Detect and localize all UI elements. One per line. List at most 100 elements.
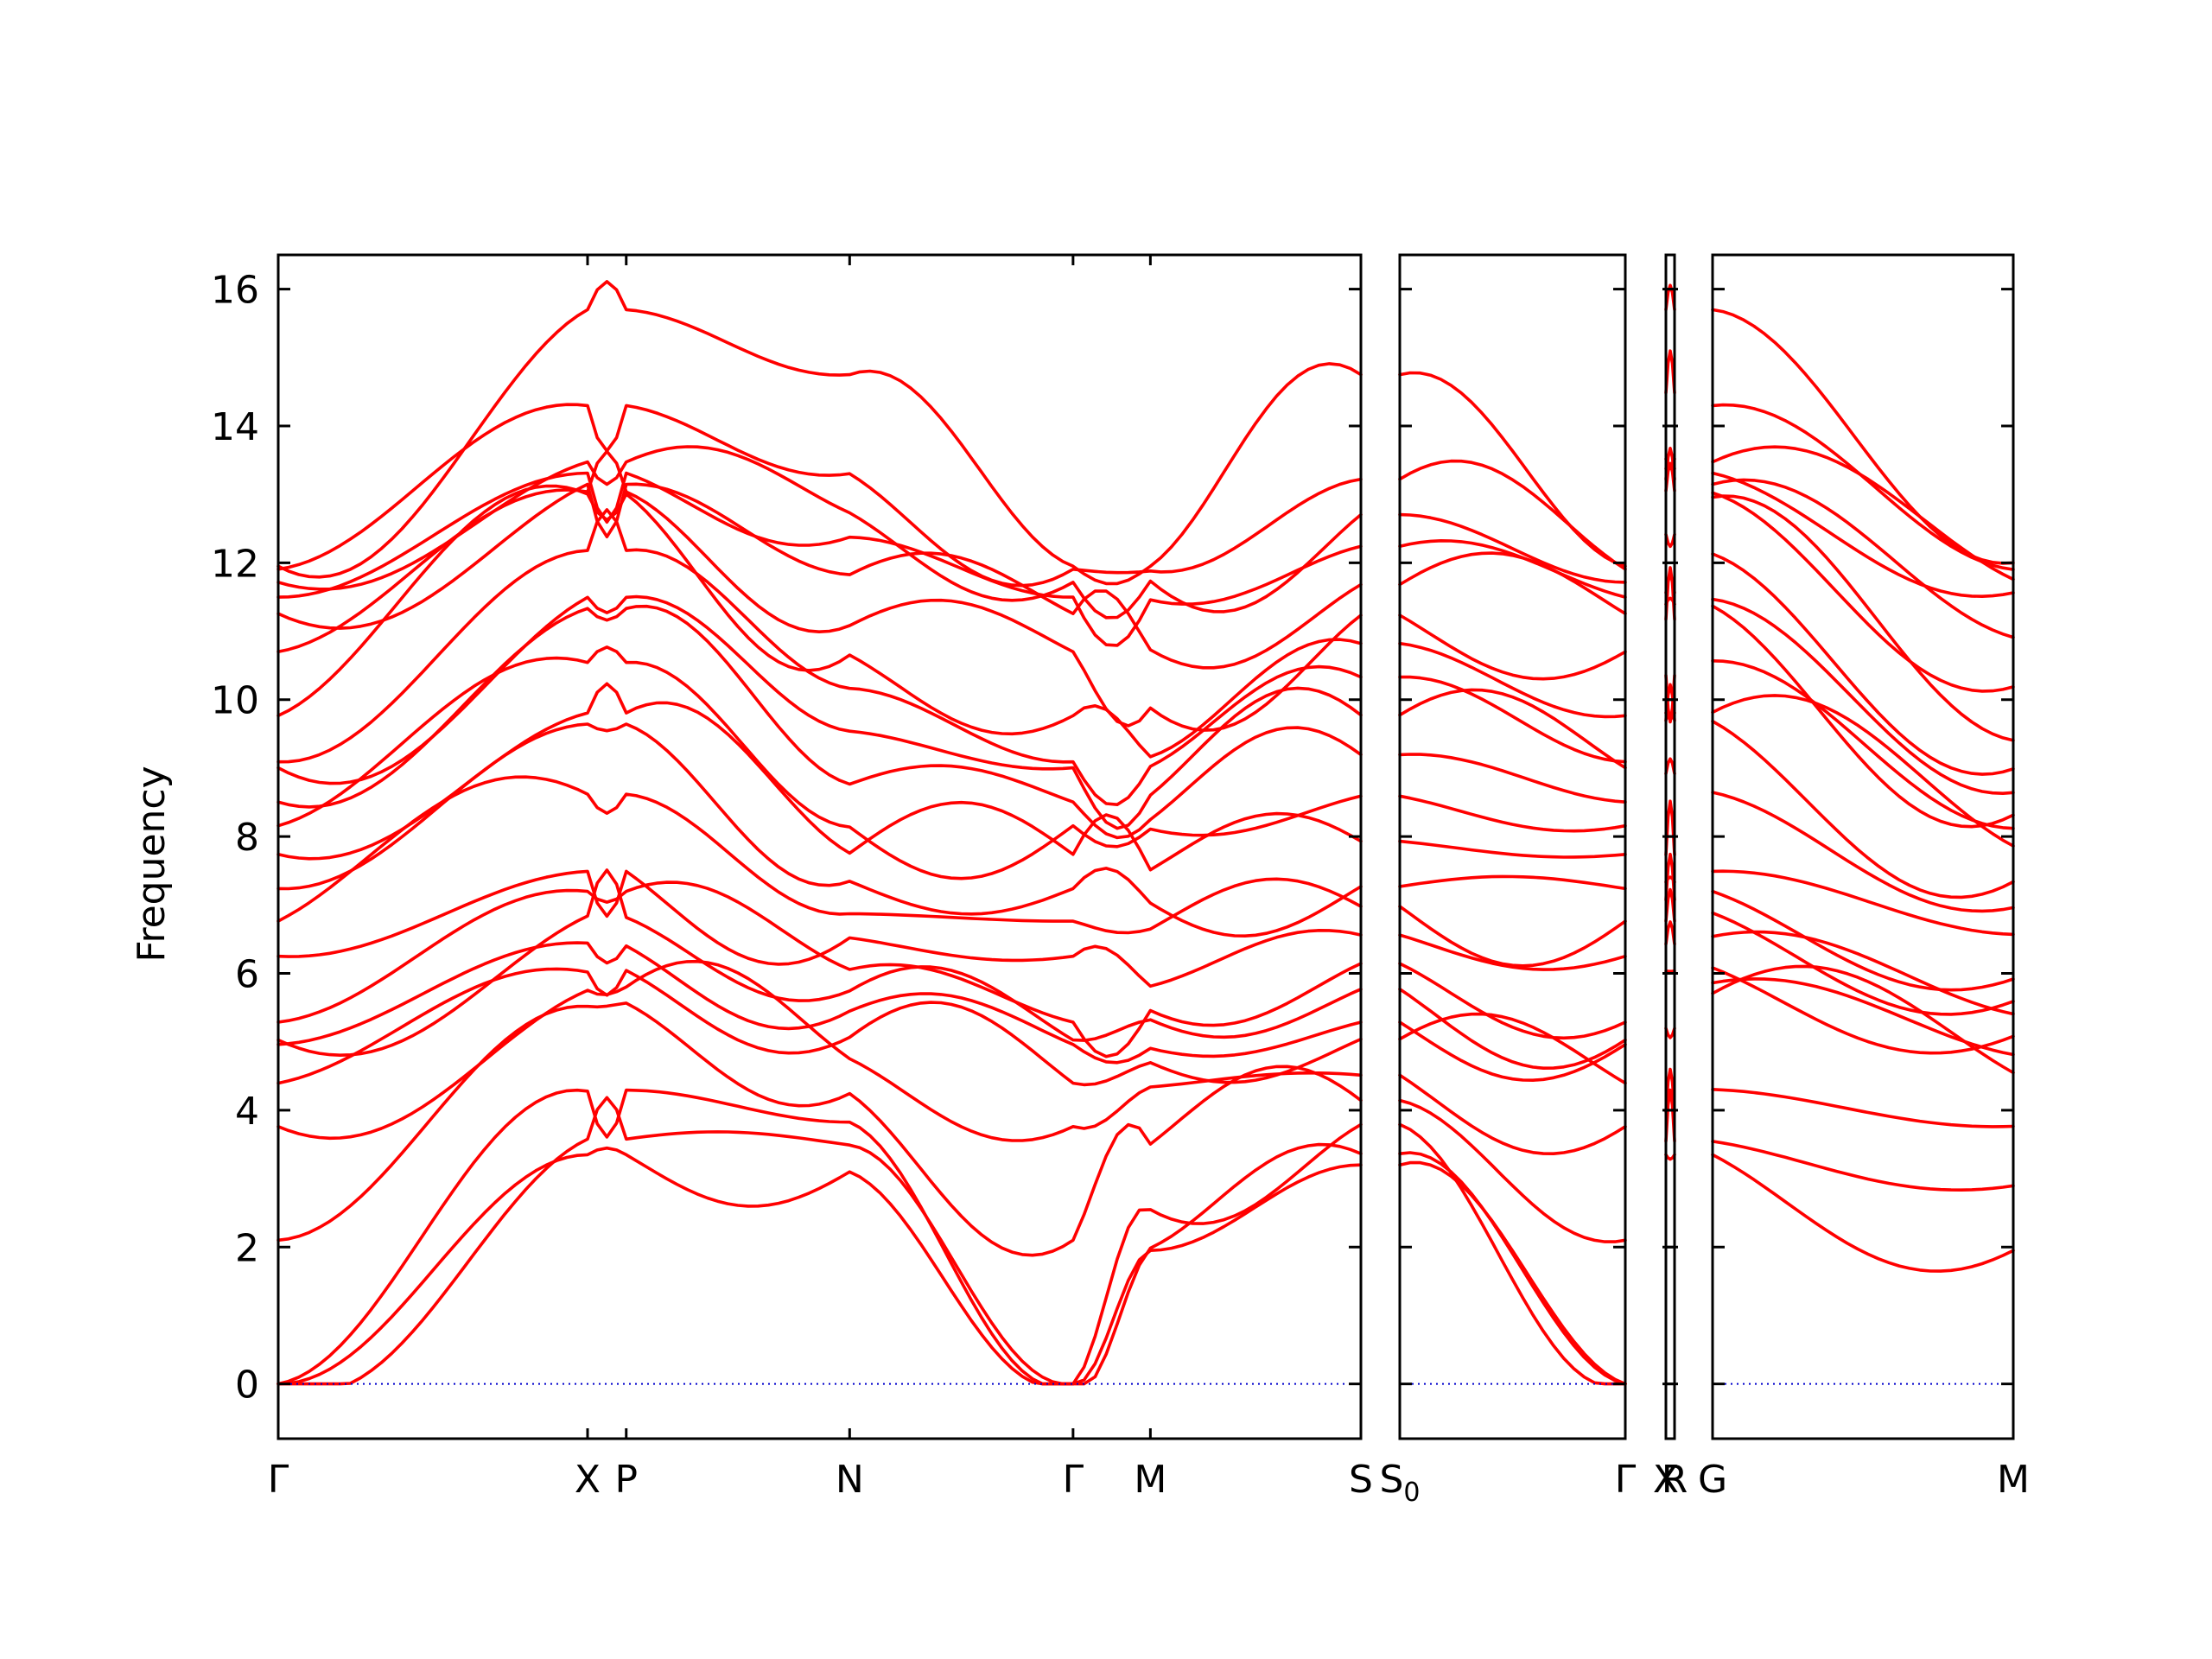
x-tick-label: Γ (268, 1458, 289, 1502)
band-p4-15 (1711, 604, 2015, 829)
panel-frame-1 (276, 253, 1363, 1440)
band-p3-22 (1664, 457, 1676, 467)
x-tick-label: S0 (1379, 1458, 1420, 1508)
band-p2-2 (1398, 1151, 1627, 1386)
band-p2-21 (1398, 539, 1627, 599)
band-p3-1 (1664, 1153, 1676, 1161)
band-p4-3 (1711, 1088, 2015, 1128)
band-p4-8 (1711, 911, 2015, 1016)
band-p4-2 (1711, 1140, 2015, 1192)
band-p2-22 (1398, 512, 1627, 584)
x-tick-label: X (575, 1458, 601, 1502)
band-p4-5 (1711, 977, 2015, 1057)
band-p3-7 (1664, 887, 1676, 923)
band-p1-13 (276, 682, 1363, 872)
x-tick-label: N (836, 1458, 864, 1502)
band-p2-8 (1398, 988, 1627, 1070)
panel-frames (276, 253, 2015, 1440)
band-p2-18 (1398, 641, 1627, 719)
band-p1-14 (276, 645, 1363, 880)
y-tick-label: 16 (211, 269, 259, 313)
x-tick-label: P (614, 1458, 638, 1502)
band-p2-16 (1398, 688, 1627, 770)
band-p4-1 (1711, 1153, 2015, 1273)
band-p2-5 (1398, 1073, 1627, 1155)
band-p3-24 (1664, 283, 1676, 312)
x-tick-label: M (1997, 1458, 2030, 1502)
band-p4-10 (1711, 869, 2015, 937)
band-p2-12 (1398, 874, 1627, 891)
band-p4-9 (1711, 889, 2015, 992)
band-p3-11 (1664, 757, 1676, 776)
band-p4-21 (1711, 471, 2015, 598)
y-tick-label: 6 (235, 953, 259, 997)
band-p4-20 (1711, 478, 2015, 639)
x-tick-label: M (1134, 1458, 1166, 1502)
band-p3-16 (1664, 596, 1676, 606)
band-p1-15 (276, 604, 1363, 840)
band-p1-1 (276, 1146, 1363, 1386)
band-p2-7 (1398, 1020, 1627, 1082)
band-p2-1 (1398, 1160, 1627, 1386)
band-p2-9 (1398, 962, 1627, 1040)
x-tick-label: Γ (1615, 1458, 1637, 1502)
band-p3-23 (1664, 349, 1676, 395)
y-axis-ticks: 0 2 4 6 8 10 12 14 16 (211, 269, 2013, 1408)
band-p4-22 (1711, 445, 2015, 582)
band-p4-17 (1711, 552, 2015, 776)
band-p4-23 (1711, 403, 2015, 571)
band-p1-18 (276, 484, 1363, 759)
y-tick-label: 8 (235, 816, 259, 860)
band-p2-3 (1398, 1122, 1627, 1386)
y-tick-label: 10 (211, 679, 259, 723)
band-p1-5 (276, 959, 1363, 1142)
band-p1-3 (276, 1088, 1363, 1386)
band-p4-19 (1711, 491, 2015, 693)
band-p1-7 (276, 941, 1363, 1065)
band-p2-11 (1398, 905, 1627, 968)
band-p3-4 (1664, 1027, 1676, 1039)
band-p1-2 (276, 1096, 1363, 1386)
y-tick-label: 0 (235, 1363, 259, 1408)
panel-frame-4 (1711, 253, 2015, 1440)
band-p4-24 (1711, 308, 2015, 565)
band-p4-12 (1711, 719, 2015, 899)
band-p2-10 (1398, 933, 1627, 971)
panel-frame-3 (1664, 253, 1676, 1440)
band-p1-8 (276, 868, 1363, 1057)
x-axis-ticks: Γ X P N Γ M S S0 Γ XR G M (268, 255, 2030, 1508)
band-p2-15 (1398, 753, 1627, 804)
band-p1-4 (276, 1001, 1363, 1257)
band-p1-10 (276, 869, 1363, 988)
band-p3-17 (1664, 574, 1676, 594)
band-p3-2 (1664, 1088, 1676, 1143)
band-p1-22 (276, 445, 1363, 620)
band-p3-18 (1664, 532, 1676, 549)
y-tick-label: 14 (211, 405, 259, 449)
band-p2-19 (1398, 613, 1627, 681)
band-p3-9 (1664, 875, 1676, 884)
band-p1-9 (276, 880, 1363, 1058)
x-tick-label: S (1349, 1458, 1373, 1502)
band-p1-23 (276, 403, 1363, 588)
band-p4-16 (1711, 597, 2015, 795)
band-p4-6 (1711, 966, 2015, 1055)
band-p2-6 (1398, 1012, 1627, 1085)
band-p4-11 (1711, 791, 2015, 913)
y-tick-label: 12 (211, 542, 259, 586)
band-p2-20 (1398, 551, 1627, 615)
band-p2-13 (1398, 839, 1627, 859)
band-p3-15 (1664, 566, 1676, 621)
band-p2-17 (1398, 675, 1627, 764)
band-p1-20 (276, 482, 1363, 670)
band-p2-4 (1398, 1098, 1627, 1243)
x-tick-label: X (1653, 1458, 1679, 1502)
band-p1-6 (276, 967, 1363, 1087)
band-p3-3 (1664, 1067, 1676, 1114)
band-p2-24 (1398, 371, 1627, 569)
x-tick-label-sub: 0 (1403, 1478, 1420, 1508)
band-p4-14 (1711, 659, 2015, 830)
y-tick-label: 4 (235, 1090, 259, 1134)
band-p3-10 (1664, 799, 1676, 857)
